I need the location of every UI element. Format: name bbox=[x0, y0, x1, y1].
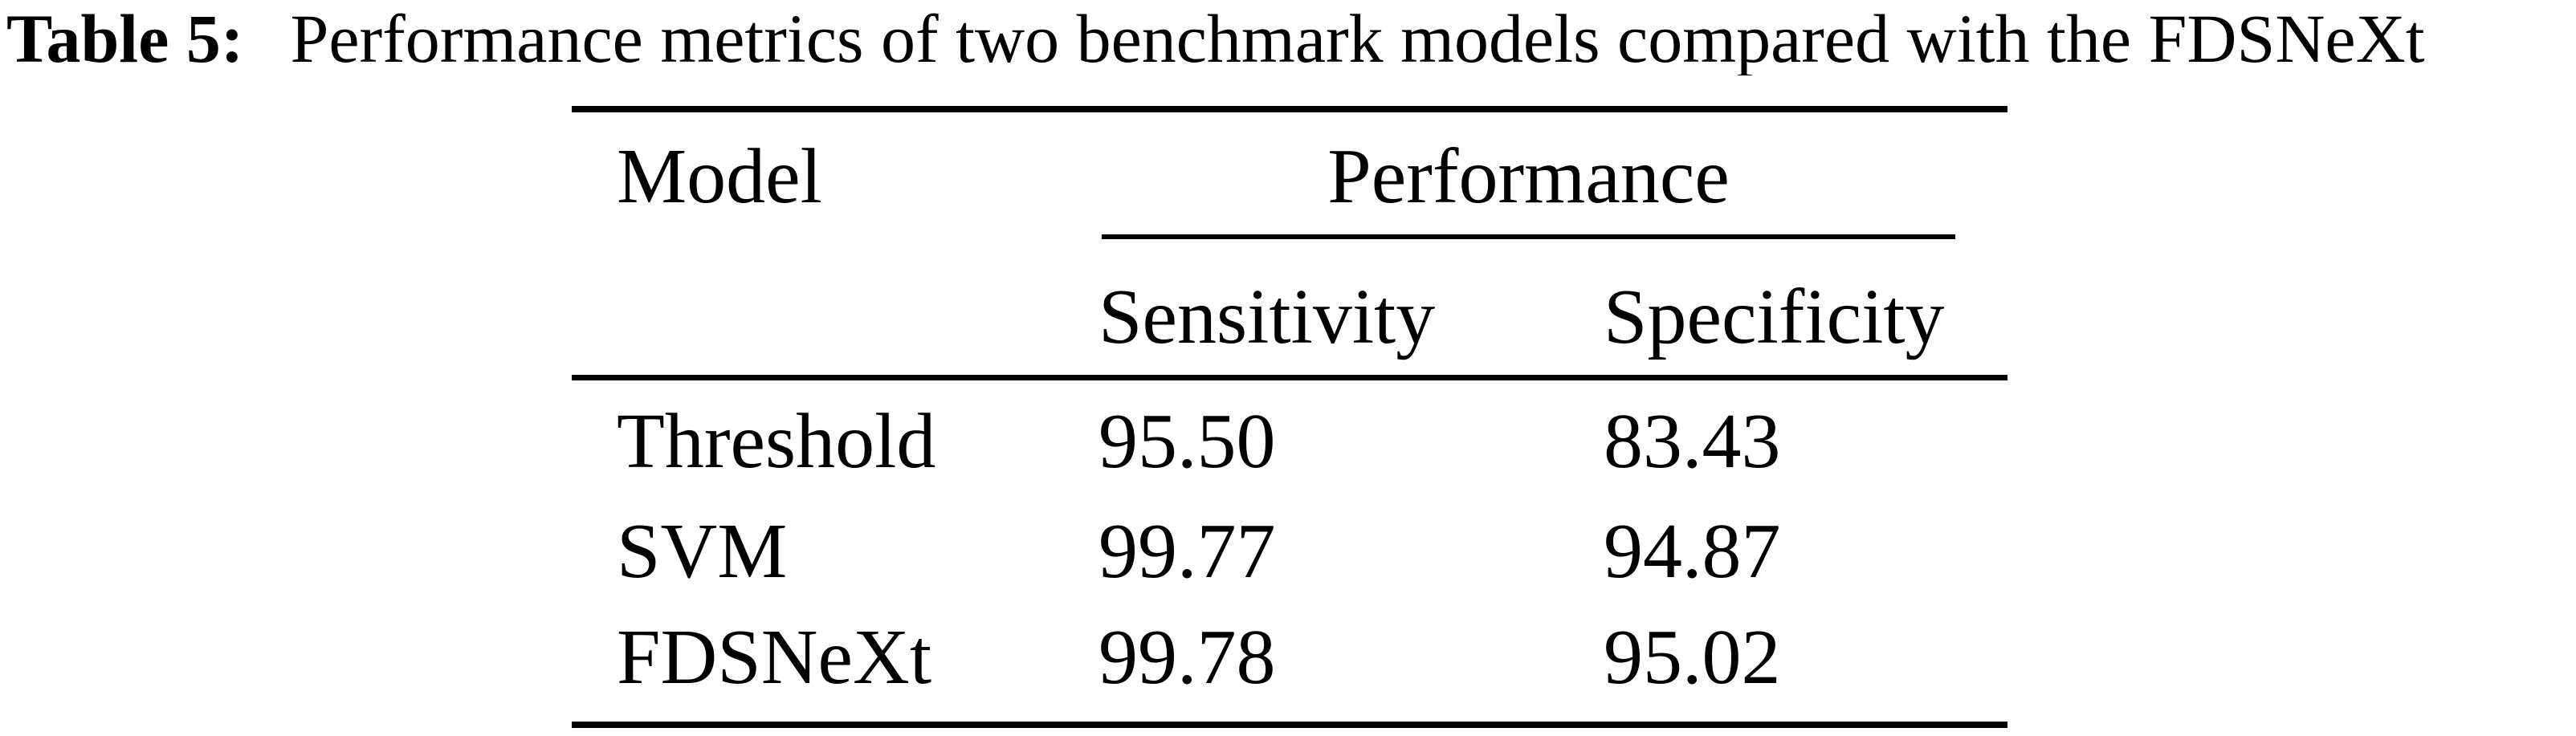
row-fdsnext-sensitivity: 99.78 bbox=[1098, 614, 1276, 701]
table-caption-text: Performance metrics of two benchmark mod… bbox=[290, 2, 2425, 75]
column-header-specificity: Specificity bbox=[1604, 274, 1945, 360]
table-bottom-rule bbox=[572, 722, 2007, 728]
row-threshold-sensitivity: 95.50 bbox=[1098, 398, 1276, 485]
row-svm-model: SVM bbox=[617, 508, 788, 595]
column-header-model: Model bbox=[617, 133, 822, 220]
column-header-sensitivity: Sensitivity bbox=[1098, 274, 1436, 360]
row-fdsnext-specificity: 95.02 bbox=[1604, 614, 1781, 701]
row-threshold-model: Threshold bbox=[617, 398, 936, 485]
table-caption-label: Table 5: bbox=[6, 2, 244, 75]
row-threshold-specificity: 83.43 bbox=[1604, 398, 1781, 485]
column-group-header-performance: Performance bbox=[1327, 133, 1730, 220]
row-svm-specificity: 94.87 bbox=[1604, 508, 1781, 595]
table-top-rule bbox=[572, 106, 2007, 112]
row-svm-sensitivity: 99.77 bbox=[1098, 508, 1276, 595]
table-caption: Table 5: Performance metrics of two bench… bbox=[6, 2, 2576, 75]
row-fdsnext-model: FDSNeXt bbox=[617, 614, 932, 701]
performance-group-rule bbox=[1102, 234, 1955, 239]
table-header-rule bbox=[572, 375, 2007, 380]
